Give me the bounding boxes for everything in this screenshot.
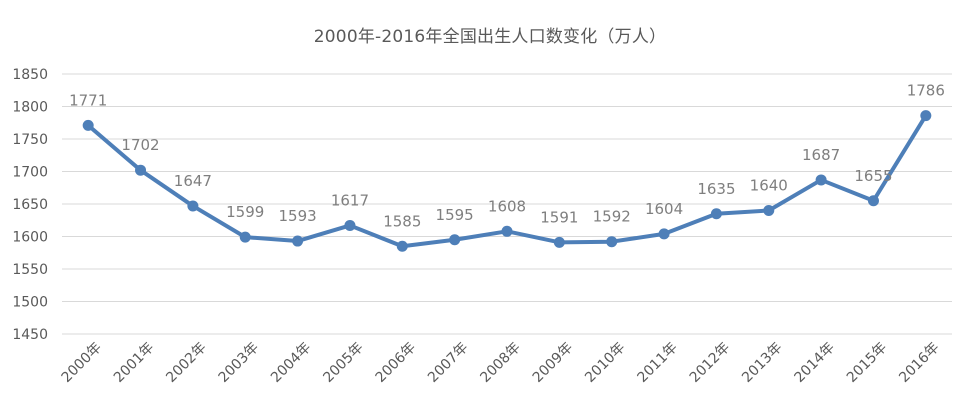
x-tick-label: 2006年	[373, 340, 419, 386]
data-labels: 1771 1702 1647 1599 1593 1617 1585 1595 1608 1591…	[69, 82, 945, 231]
x-tick-label: 2016年	[896, 340, 942, 386]
data-label: 1655	[854, 167, 892, 185]
x-tick-label: 2004年	[268, 340, 314, 386]
x-tick-label: 2005年	[320, 340, 366, 386]
data-point	[82, 119, 94, 131]
data-label: 1647	[174, 172, 212, 190]
data-point	[606, 236, 618, 248]
y-tick-label: 1800	[12, 100, 48, 116]
data-label: 1635	[697, 180, 735, 198]
y-tick-label: 1600	[12, 230, 48, 246]
data-point	[449, 234, 461, 246]
data-point	[187, 200, 199, 212]
data-point	[763, 205, 775, 216]
x-tick-label: 2007年	[425, 340, 471, 386]
data-label: 1593	[278, 207, 316, 225]
data-point	[396, 240, 408, 252]
data-point	[239, 231, 251, 243]
x-tick-label: 2011年	[634, 340, 680, 386]
y-tick-label: 1450	[12, 327, 48, 343]
data-label: 1599	[226, 203, 264, 221]
data-label: 1702	[121, 136, 159, 154]
data-point	[553, 236, 565, 248]
x-tick-label: 2009年	[530, 340, 576, 386]
x-tick-label: 2010年	[582, 340, 628, 386]
x-tick-label: 2012年	[687, 340, 733, 386]
y-tick-label: 1750	[12, 132, 48, 148]
chart-title: 2000年-2016年全国出生人口数变化（万人）	[313, 27, 667, 47]
x-tick-label: 2015年	[844, 340, 890, 386]
x-tick-label: 2014年	[792, 340, 838, 386]
data-label: 1771	[69, 91, 107, 109]
y-tick-label: 1700	[12, 165, 48, 181]
data-point	[501, 225, 513, 237]
data-label: 1786	[907, 82, 945, 100]
data-point	[815, 174, 827, 186]
x-tick-label: 2000年	[59, 340, 105, 386]
data-label: 1617	[331, 191, 369, 209]
data-label: 1604	[645, 200, 683, 218]
x-tick-label: 2003年	[216, 340, 262, 386]
data-point	[292, 235, 304, 247]
y-tick-label: 1500	[12, 295, 48, 311]
data-point	[344, 219, 356, 231]
data-point	[867, 195, 879, 207]
x-tick-label: 2001年	[111, 340, 157, 386]
x-tick-label: 2002年	[163, 340, 209, 386]
data-label: 1608	[488, 197, 526, 215]
data-label: 1585	[383, 212, 421, 230]
data-label: 1592	[593, 208, 631, 226]
x-tick-label: 2008年	[477, 340, 523, 386]
data-point	[920, 110, 932, 122]
data-points	[82, 110, 932, 252]
data-label: 1591	[540, 208, 578, 226]
data-label: 1595	[436, 206, 474, 224]
y-tick-label: 1550	[12, 262, 48, 278]
data-point	[710, 208, 722, 220]
y-tick-label: 1850	[12, 67, 48, 83]
data-point	[135, 164, 147, 176]
data-label: 1687	[802, 146, 840, 164]
x-axis-tick-labels: 2000年 2001年 2002年 2003年 2004年 2005年 2006年 2007年…	[59, 340, 943, 386]
x-tick-label: 2013年	[739, 340, 785, 386]
data-point	[658, 228, 670, 240]
y-axis-tick-labels: 1450 1500 1550 1600 1650 1700 1750 1800 1850	[12, 67, 48, 343]
y-tick-label: 1650	[12, 197, 48, 213]
data-label: 1640	[750, 177, 788, 195]
